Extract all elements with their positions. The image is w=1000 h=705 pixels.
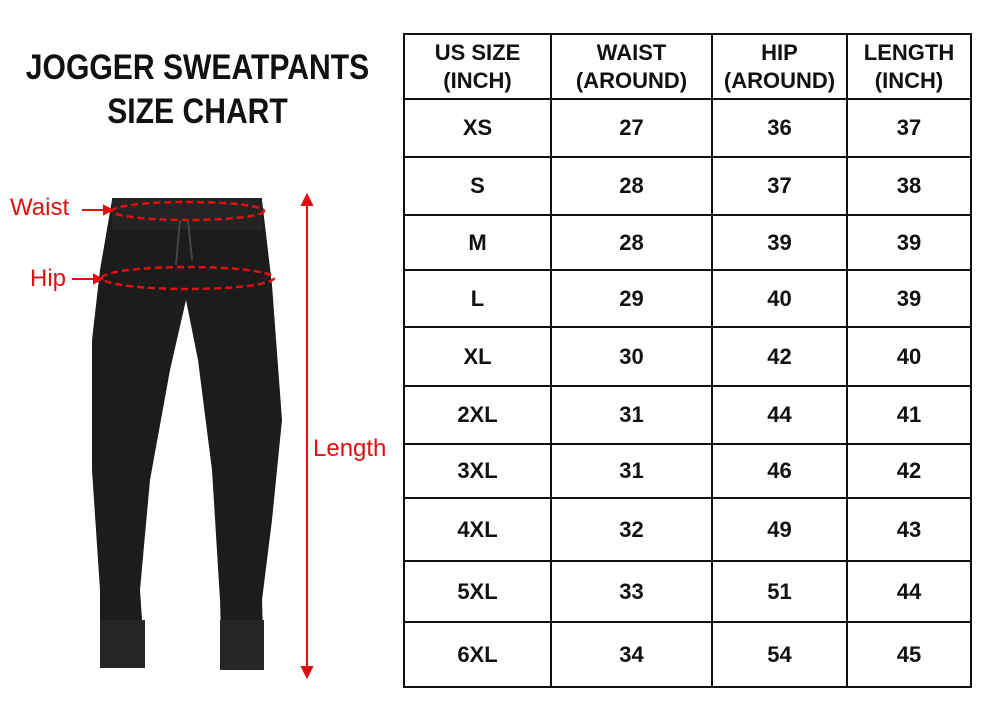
- cell-length: 37: [846, 98, 972, 158]
- pants-illustration: [72, 192, 314, 680]
- length-arrow: [300, 192, 314, 680]
- header-length: LENGTH (INCH): [846, 33, 972, 100]
- cell-length: 42: [846, 443, 972, 499]
- header-us-size-line2: (INCH): [443, 67, 512, 93]
- cell-size: 2XL: [403, 385, 552, 445]
- cell-length: 45: [846, 621, 972, 688]
- cell-waist: 27: [550, 98, 713, 158]
- cell-waist: 34: [550, 621, 713, 688]
- cell-size: S: [403, 156, 552, 216]
- cell-length: 39: [846, 214, 972, 271]
- cell-waist: 28: [550, 156, 713, 216]
- table-row: M 28 39 39: [403, 214, 972, 271]
- table-row: XS 27 36 37: [403, 98, 972, 158]
- waist-arrow: [82, 204, 115, 216]
- hip-label: Hip: [30, 265, 67, 292]
- header-waist: WAIST (AROUND): [550, 33, 713, 100]
- header-hip-line1: HIP: [761, 39, 798, 65]
- header-waist-line2: (AROUND): [575, 67, 688, 93]
- cell-hip: 54: [711, 621, 848, 688]
- cell-length: 41: [846, 385, 972, 445]
- cell-size: 6XL: [403, 621, 552, 688]
- header-us-size-line1: US SIZE: [434, 39, 521, 65]
- table-row: 6XL 34 54 45: [403, 621, 972, 688]
- header-row: US SIZE (INCH) WAIST (AROUND) HIP (AROUND) …: [403, 33, 972, 100]
- cell-waist: 28: [550, 214, 713, 271]
- table-row: 4XL 32 49 43: [403, 497, 972, 562]
- cell-size: 5XL: [403, 560, 552, 623]
- length-label: Length: [313, 435, 387, 462]
- cell-length: 40: [846, 326, 972, 387]
- cell-size: 4XL: [403, 497, 552, 562]
- cell-length: 43: [846, 497, 972, 562]
- table-row: XL 30 42 40: [403, 326, 972, 387]
- chart-title-line2: SIZE CHART: [107, 92, 288, 131]
- hip-marker: [100, 265, 276, 291]
- hip-arrow: [72, 273, 105, 285]
- cell-hip: 49: [711, 497, 848, 562]
- cell-size: XS: [403, 98, 552, 158]
- pants-image: [92, 198, 282, 670]
- cell-size: M: [403, 214, 552, 271]
- header-length-line1: LENGTH: [863, 39, 955, 65]
- waist-label: Waist: [10, 194, 70, 221]
- cell-hip: 39: [711, 214, 848, 271]
- cell-length: 38: [846, 156, 972, 216]
- cell-hip: 36: [711, 98, 848, 158]
- table-row: 3XL 31 46 42: [403, 443, 972, 499]
- header-hip-line2: (AROUND): [723, 67, 836, 93]
- cell-hip: 37: [711, 156, 848, 216]
- table-row: L 29 40 39: [403, 269, 972, 328]
- cell-waist: 29: [550, 269, 713, 328]
- cell-waist: 32: [550, 497, 713, 562]
- cell-size: 3XL: [403, 443, 552, 499]
- cell-size: XL: [403, 326, 552, 387]
- cell-waist: 31: [550, 443, 713, 499]
- cell-hip: 51: [711, 560, 848, 623]
- cell-length: 44: [846, 560, 972, 623]
- cell-waist: 33: [550, 560, 713, 623]
- table-row: S 28 37 38: [403, 156, 972, 216]
- cell-hip: 44: [711, 385, 848, 445]
- cell-hip: 46: [711, 443, 848, 499]
- table-row: 2XL 31 44 41: [403, 385, 972, 445]
- cell-hip: 42: [711, 326, 848, 387]
- cell-size: L: [403, 269, 552, 328]
- table-row: 5XL 33 51 44: [403, 560, 972, 623]
- header-length-line2: (INCH): [874, 67, 944, 93]
- header-hip: HIP (AROUND): [711, 33, 848, 100]
- cell-length: 39: [846, 269, 972, 328]
- cell-waist: 30: [550, 326, 713, 387]
- header-us-size: US SIZE (INCH): [403, 33, 552, 100]
- header-waist-line1: WAIST: [596, 39, 667, 65]
- chart-title-line1: JOGGER SWEATPANTS: [25, 48, 370, 87]
- size-table: US SIZE (INCH) WAIST (AROUND) HIP (AROUND) …: [403, 33, 972, 688]
- cell-waist: 31: [550, 385, 713, 445]
- cell-hip: 40: [711, 269, 848, 328]
